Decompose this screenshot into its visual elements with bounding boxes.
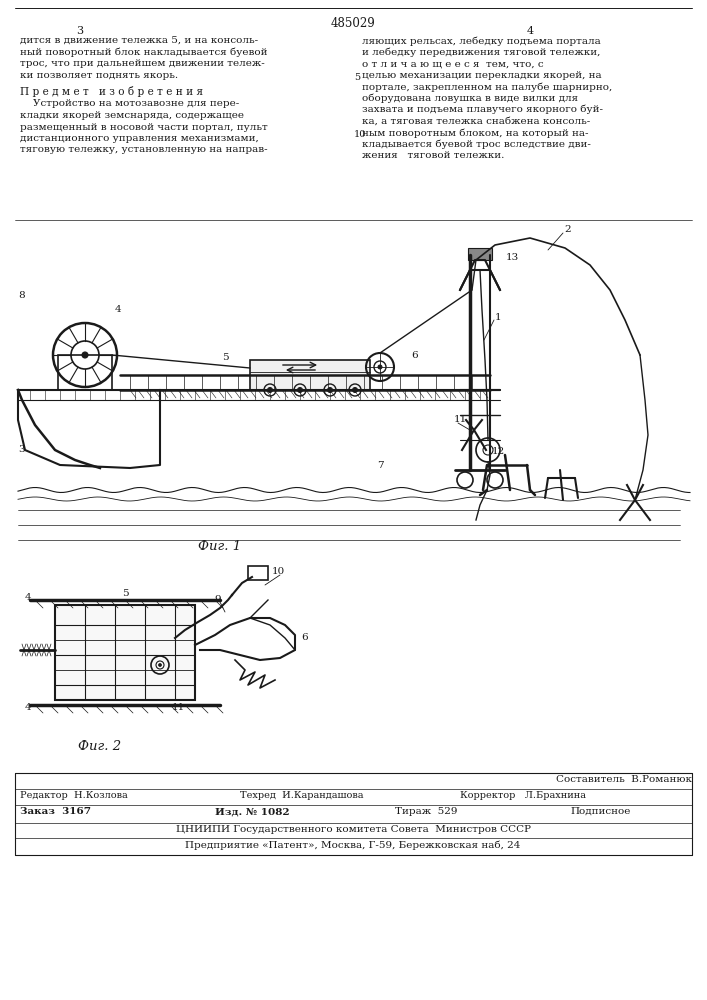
Text: кладки якорей земснаряда, содержащее: кладки якорей земснаряда, содержащее	[20, 111, 244, 120]
Text: Фиг. 1: Фиг. 1	[199, 540, 242, 553]
Circle shape	[298, 387, 303, 392]
Text: 8: 8	[18, 290, 25, 300]
Text: 3: 3	[18, 446, 25, 454]
Text: жения   тяговой тележки.: жения тяговой тележки.	[362, 151, 504, 160]
Text: о т л и ч а ю щ е е с я  тем, что, с: о т л и ч а ю щ е е с я тем, что, с	[362, 59, 544, 68]
Circle shape	[158, 664, 161, 666]
Text: Корректор   Л.Брахнина: Корректор Л.Брахнина	[460, 791, 586, 800]
Text: ный поворотный блок накладывается буевой: ный поворотный блок накладывается буевой	[20, 47, 267, 57]
Circle shape	[353, 387, 358, 392]
Text: Устройство на мотозавозне для пере-: Устройство на мотозавозне для пере-	[20, 100, 239, 108]
Text: кладывается буевой трос вследствие дви-: кладывается буевой трос вследствие дви-	[362, 139, 591, 149]
Text: 5: 5	[354, 73, 360, 82]
Circle shape	[327, 387, 332, 392]
Bar	[468, 248, 492, 260]
Text: захвата и подъема плавучего якорного буй-: захвата и подъема плавучего якорного буй…	[362, 105, 603, 114]
Text: целью механизации перекладки якорей, на: целью механизации перекладки якорей, на	[362, 70, 602, 80]
Text: ЦНИИПИ Государственного комитета Совета  Министров СССР: ЦНИИПИ Государственного комитета Совета …	[175, 825, 530, 834]
Text: оборудована ловушка в виде вилки для: оборудована ловушка в виде вилки для	[362, 94, 578, 103]
Text: Предприятие «Патент», Москва, Г-59, Бережковская наб, 24: Предприятие «Патент», Москва, Г-59, Бере…	[185, 840, 520, 850]
Text: дистанционного управления механизмами,: дистанционного управления механизмами,	[20, 134, 259, 143]
Text: и лебедку передвижения тяговой тележки,: и лебедку передвижения тяговой тележки,	[362, 47, 600, 57]
Bar	[250, 360, 370, 390]
Text: 7: 7	[377, 460, 383, 470]
Text: портале, закрепленном на палубе шарнирно,: портале, закрепленном на палубе шарнирно…	[362, 82, 612, 92]
Text: 5: 5	[122, 589, 128, 598]
Text: ляющих рельсах, лебедку подъема портала: ляющих рельсах, лебедку подъема портала	[362, 36, 601, 45]
Circle shape	[82, 352, 88, 358]
Text: Заказ  3167: Заказ 3167	[20, 807, 91, 816]
Text: 5: 5	[222, 354, 228, 362]
Circle shape	[378, 365, 382, 369]
Text: Фиг. 2: Фиг. 2	[78, 740, 122, 753]
Text: 2: 2	[565, 226, 571, 234]
Text: 3: 3	[76, 26, 83, 36]
Text: 6: 6	[411, 351, 419, 360]
Text: размещенный в носовой части портал, пульт: размещенный в носовой части портал, пуль…	[20, 122, 268, 131]
Bar	[58, 355, 112, 390]
Text: 4: 4	[25, 704, 31, 712]
Text: ным поворотным блоком, на который на-: ным поворотным блоком, на который на-	[362, 128, 588, 137]
Text: 12: 12	[491, 448, 505, 456]
Text: 4: 4	[527, 26, 534, 36]
Text: 11: 11	[453, 416, 467, 424]
Text: Техред  И.Карандашова: Техред И.Карандашова	[240, 791, 363, 800]
Text: ка, а тяговая тележка снабжена консоль-: ка, а тяговая тележка снабжена консоль-	[362, 116, 590, 125]
Bar	[248, 566, 268, 580]
Text: Тираж  529: Тираж 529	[395, 807, 457, 816]
Text: Подписное: Подписное	[570, 807, 631, 816]
Text: П р е д м е т   и з о б р е т е н и я: П р е д м е т и з о б р е т е н и я	[20, 86, 203, 97]
Text: 11: 11	[171, 704, 185, 712]
Text: 10: 10	[271, 568, 285, 576]
Text: 13: 13	[506, 253, 519, 262]
Text: дится в движение тележка 5, и на консоль-: дится в движение тележка 5, и на консоль…	[20, 36, 258, 45]
Circle shape	[267, 387, 272, 392]
Text: Изд. № 1082: Изд. № 1082	[215, 807, 290, 816]
Text: тяговую тележку, установленную на направ-: тяговую тележку, установленную на направ…	[20, 145, 268, 154]
Text: 1: 1	[495, 314, 501, 322]
Text: 10: 10	[354, 130, 366, 139]
Text: 4: 4	[25, 593, 31, 602]
Text: 6: 6	[302, 633, 308, 642]
Text: 9: 9	[215, 595, 221, 604]
Text: ки позволяет поднять якорь.: ки позволяет поднять якорь.	[20, 70, 178, 80]
Text: трос, что при дальнейшем движении тележ-: трос, что при дальнейшем движении тележ-	[20, 59, 264, 68]
Text: 485029: 485029	[331, 17, 375, 30]
Text: Составитель  В.Романюк: Составитель В.Романюк	[556, 775, 692, 784]
Bar	[55, 605, 195, 700]
Text: 4: 4	[115, 306, 122, 314]
Text: Редактор  Н.Козлова: Редактор Н.Козлова	[20, 791, 128, 800]
